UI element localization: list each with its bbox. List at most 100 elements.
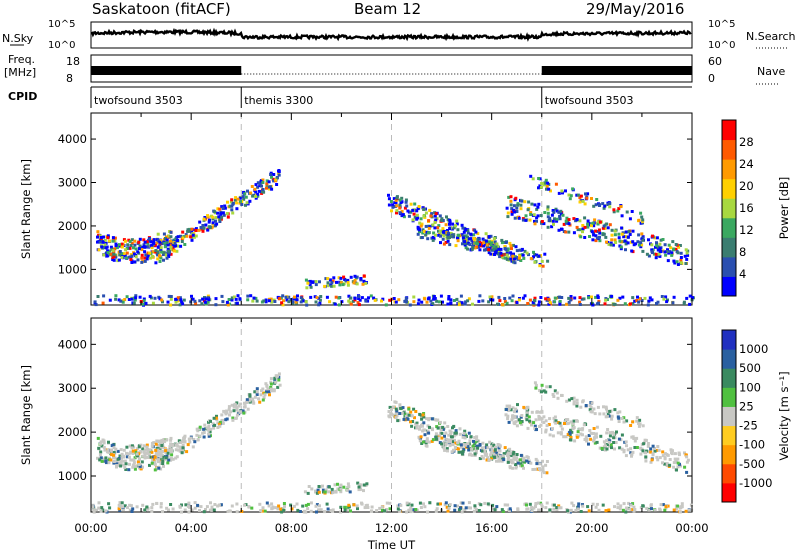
velocity-cell <box>405 501 409 505</box>
power-cell <box>226 200 229 204</box>
velocity-cell <box>591 502 595 506</box>
velocity-cell <box>96 456 99 460</box>
velocity-cell <box>631 420 635 424</box>
velocity-cell <box>102 441 106 445</box>
velocity-cell <box>355 504 359 508</box>
velocity-cell <box>181 439 185 442</box>
power-cell <box>169 303 173 307</box>
velocity-cell <box>608 434 612 438</box>
velocity-cell <box>138 464 142 468</box>
power-cell <box>630 249 634 253</box>
velocity-cell <box>517 418 521 422</box>
power-cell <box>194 234 198 238</box>
velocity-cell <box>462 431 466 435</box>
velocity-cell <box>630 454 633 458</box>
power-cell <box>505 301 509 305</box>
velocity-cell <box>622 416 626 420</box>
power-cell <box>162 232 166 236</box>
time-tick-label: 12:00 <box>375 521 408 535</box>
velocity-cell <box>539 501 543 505</box>
power-cell <box>211 215 215 219</box>
power-cell <box>592 233 596 237</box>
velocity-cell <box>451 440 454 444</box>
power-cell <box>489 298 493 302</box>
velocity-cell <box>523 502 527 506</box>
power-cell <box>294 300 298 304</box>
velocity-cell <box>577 502 581 506</box>
power-cell <box>613 233 617 237</box>
velocity-cell <box>188 505 192 509</box>
power-cell <box>522 256 526 260</box>
power-cell <box>181 236 185 240</box>
velocity-cell <box>261 506 265 510</box>
power-cell <box>144 253 148 257</box>
velocity-cell <box>663 462 667 466</box>
velocity-cell <box>153 468 157 472</box>
power-cell <box>583 202 587 206</box>
power-cell <box>129 244 133 247</box>
power-cell <box>581 227 585 231</box>
velocity-cell <box>251 397 255 401</box>
power-cell <box>592 204 596 208</box>
velocity-cell <box>427 418 431 422</box>
velocity-cell <box>167 448 171 452</box>
velocity-cell <box>241 409 245 413</box>
velocity-colorbar-step <box>722 330 736 350</box>
velocity-cell <box>216 421 220 425</box>
power-cell <box>481 299 485 303</box>
power-cell <box>500 255 504 259</box>
power-cell <box>594 295 598 299</box>
velocity-cell <box>568 431 572 435</box>
velocity-cell <box>631 502 635 506</box>
power-cell <box>624 230 628 234</box>
velocity-cell <box>557 506 561 510</box>
power-cell <box>308 283 312 287</box>
power-cell <box>512 243 515 247</box>
power-cell <box>514 245 518 249</box>
velocity-cell <box>533 424 537 428</box>
power-cell <box>227 298 231 301</box>
velocity-cell <box>527 415 531 419</box>
power-cell <box>603 226 607 230</box>
velocity-cell <box>480 446 484 450</box>
power-cell <box>273 300 277 303</box>
power-cell <box>292 297 296 301</box>
velocity-cell <box>270 389 273 393</box>
velocity-cell <box>206 428 210 432</box>
power-cell <box>143 240 147 244</box>
power-cell <box>513 261 517 265</box>
velocity-cell <box>608 444 611 448</box>
power-cell <box>581 199 585 203</box>
power-cell <box>560 227 564 231</box>
velocity-cell <box>331 491 335 495</box>
power-cell <box>441 227 445 231</box>
power-cell <box>130 261 134 264</box>
velocity-cell <box>166 451 170 455</box>
power-cell <box>569 194 573 198</box>
velocity-cell <box>520 464 524 468</box>
power-colorbar-tick: 24 <box>739 157 754 171</box>
velocity-cell <box>114 447 118 451</box>
velocity-cell <box>381 508 384 512</box>
velocity-cell <box>228 413 231 417</box>
power-cell <box>494 246 498 250</box>
power-cell <box>306 281 310 285</box>
power-cell <box>226 215 230 219</box>
velocity-cell <box>581 504 585 508</box>
velocity-cell <box>339 487 343 491</box>
velocity-cell <box>274 506 278 510</box>
power-cell <box>314 280 318 283</box>
power-cell <box>152 240 156 244</box>
power-cell <box>676 251 680 255</box>
power-cell <box>561 213 565 217</box>
velocity-cell <box>453 508 457 512</box>
velocity-cell <box>196 503 200 507</box>
power-cell <box>417 205 421 208</box>
velocity-cell <box>639 506 643 510</box>
velocity-cell <box>446 449 449 453</box>
power-cell <box>518 254 522 258</box>
velocity-colorbar-tick: -1000 <box>739 476 772 490</box>
power-cell <box>104 252 108 256</box>
power-cell <box>118 243 121 247</box>
velocity-cell <box>169 436 173 440</box>
